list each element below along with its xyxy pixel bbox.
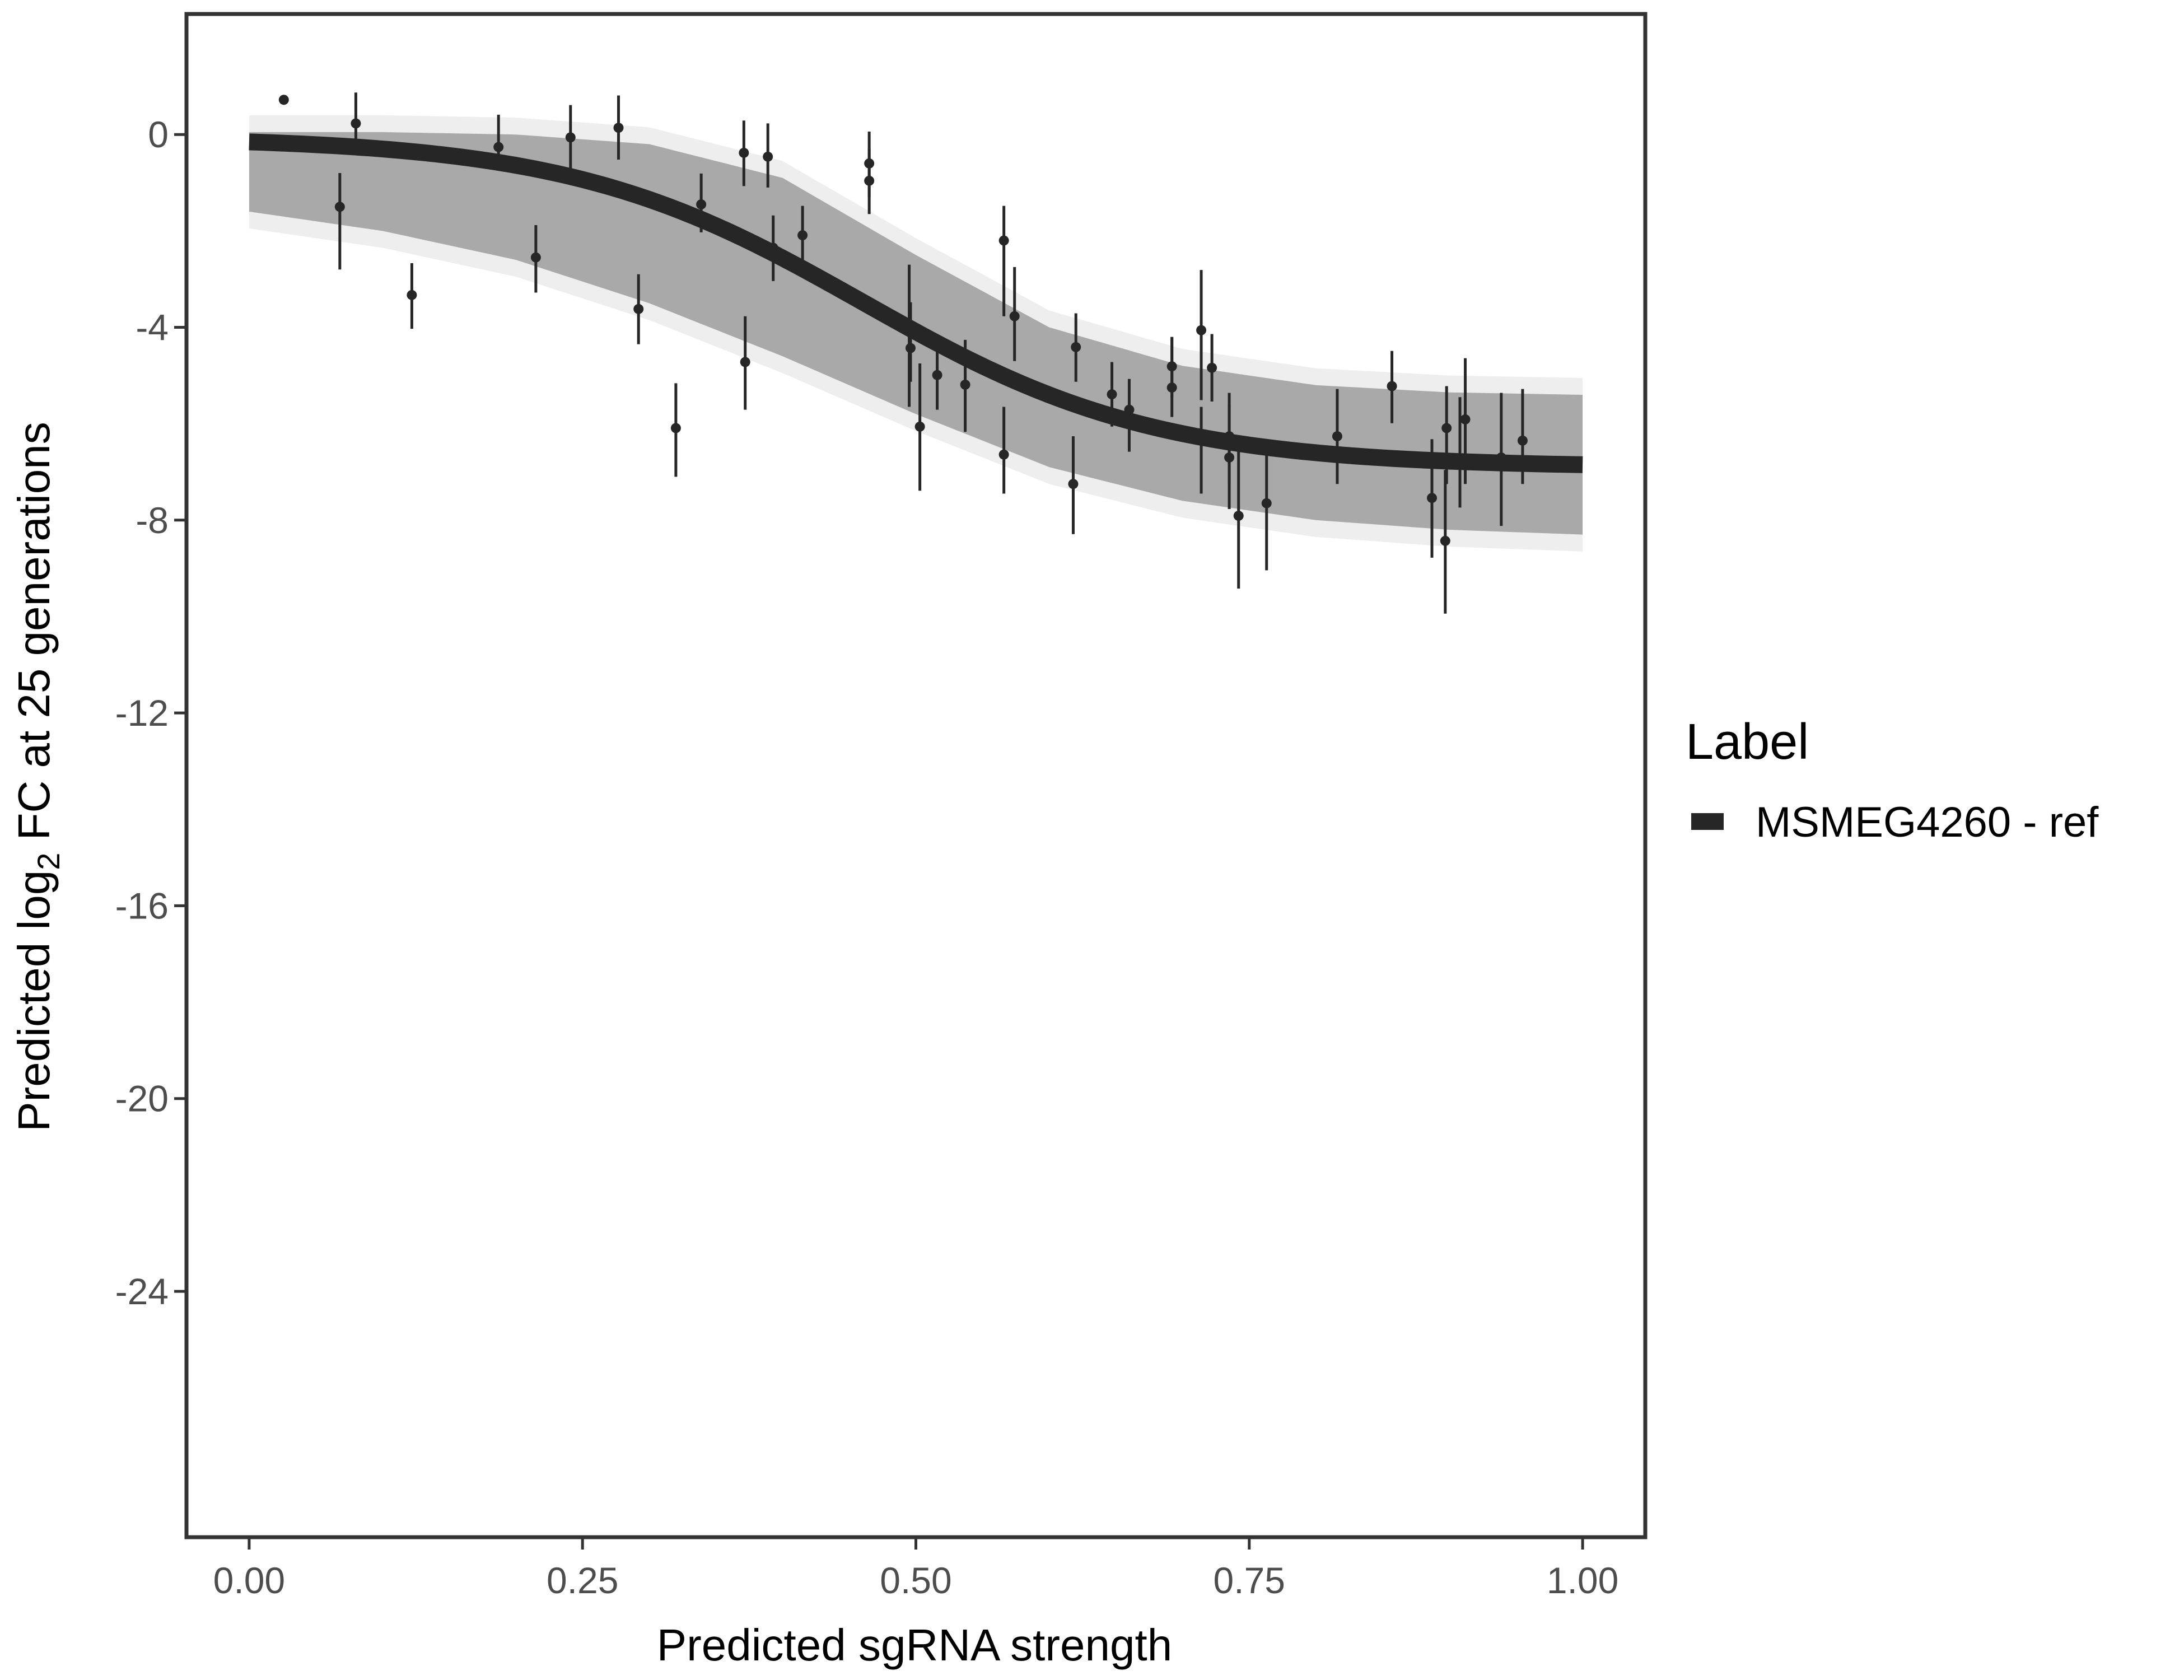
data-point <box>1207 362 1217 373</box>
data-point <box>1455 455 1466 465</box>
data-point <box>1261 498 1272 508</box>
y-tick-label: -12 <box>115 692 169 734</box>
plot-area <box>249 92 1583 614</box>
data-point <box>1224 452 1235 463</box>
data-point <box>613 123 624 133</box>
data-point <box>696 199 707 209</box>
x-axis-title: Predicted sgRNA strength <box>657 1620 1172 1670</box>
data-point <box>960 379 970 390</box>
data-point <box>740 357 750 367</box>
data-point <box>1517 435 1528 446</box>
data-point <box>633 304 644 314</box>
fit-curve <box>249 133 1583 473</box>
x-tick-label: 0.50 <box>880 1560 951 1601</box>
data-point <box>797 230 808 241</box>
x-tick-label: 0.00 <box>213 1560 285 1601</box>
panel-border <box>184 12 1648 1539</box>
legend-title: Label <box>1686 714 1809 770</box>
x-tick-label: 0.75 <box>1214 1560 1285 1601</box>
data-point <box>1460 414 1471 424</box>
data-point <box>1166 361 1177 372</box>
y-tick-label: -24 <box>115 1271 169 1312</box>
data-point <box>1440 535 1450 546</box>
legend: Label MSMEG4260 - ref <box>1686 714 2099 846</box>
data-point <box>1068 479 1079 489</box>
data-point <box>1332 431 1342 442</box>
data-point <box>278 95 289 105</box>
data-point <box>739 147 749 158</box>
data-point <box>1124 404 1135 415</box>
data-point <box>914 421 925 432</box>
x-tick-label: 1.00 <box>1547 1560 1618 1601</box>
y-tick-label: -16 <box>115 885 169 926</box>
data-point <box>932 370 942 380</box>
legend-label: MSMEG4260 - ref <box>1756 799 2099 846</box>
data-point <box>1196 325 1207 335</box>
y-tick-label: -4 <box>136 306 169 348</box>
axes: 0.00 0.25 0.50 0.75 1.00 0 -4 -8 -12 -16 -20 -24 <box>115 114 1619 1601</box>
data-point <box>1427 493 1438 503</box>
data-point <box>1009 311 1020 321</box>
data-point <box>565 132 576 143</box>
data-point <box>768 242 778 253</box>
y-tick-label: 0 <box>148 114 169 155</box>
data-point <box>1441 423 1452 433</box>
y-tick-label: -20 <box>115 1078 169 1119</box>
data-point <box>1107 389 1117 400</box>
y-axis-title: Predicted log2 FC at 25 generations <box>9 422 66 1131</box>
data-point <box>864 175 875 186</box>
data-point <box>334 202 345 212</box>
data-point <box>905 343 916 353</box>
data-point <box>998 449 1009 460</box>
y-tick-label: -8 <box>136 500 169 541</box>
data-point <box>351 118 361 129</box>
data-point <box>1387 381 1397 391</box>
data-point <box>998 235 1009 246</box>
y-axis-title-part: Predicted log <box>9 870 59 1132</box>
data-point <box>530 252 541 263</box>
data-point <box>493 142 504 152</box>
data-point <box>763 151 773 162</box>
data-point <box>1496 452 1506 463</box>
y-axis-title-subscript: 2 <box>31 853 66 870</box>
data-point <box>1196 431 1207 442</box>
data-point <box>407 290 417 300</box>
data-point <box>1071 342 1081 352</box>
x-tick-label: 0.25 <box>547 1560 618 1601</box>
legend-key-msmeg4260-ref <box>1691 813 1724 830</box>
data-point <box>1233 511 1244 521</box>
data-point <box>670 423 681 433</box>
y-axis-title-part: FC at 25 generations <box>9 422 59 852</box>
